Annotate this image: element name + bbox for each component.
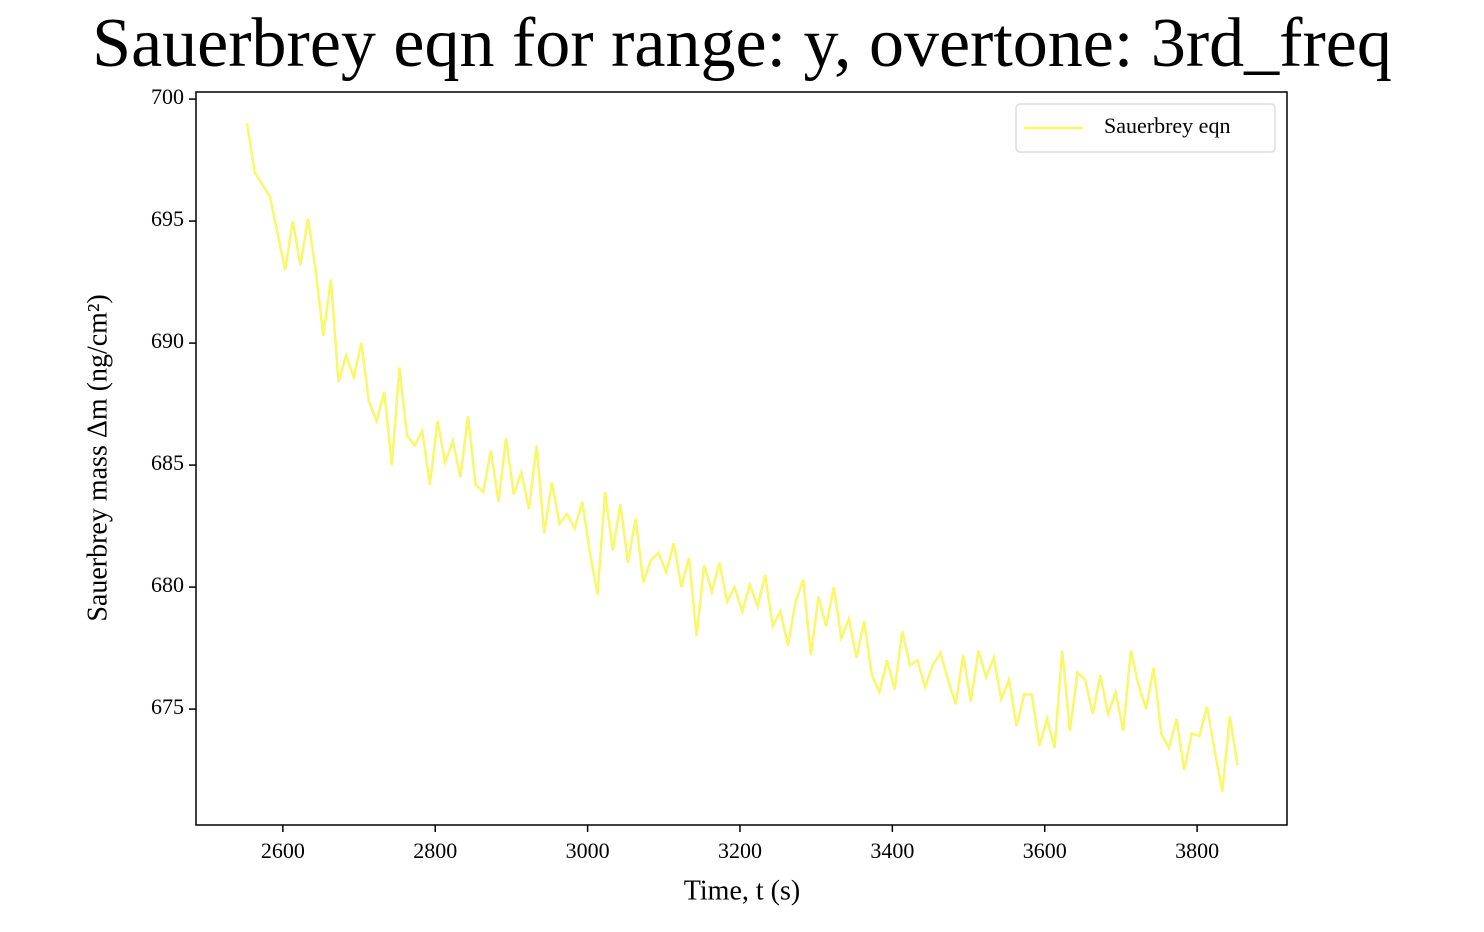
y-tick-label: 700 xyxy=(151,84,184,109)
x-tick-label: 3800 xyxy=(1175,838,1219,863)
x-tick-label: 2600 xyxy=(261,838,305,863)
y-tick-label: 685 xyxy=(151,450,184,475)
y-tick-label: 690 xyxy=(151,328,184,353)
chart-title: Sauerbrey eqn for range: y, overtone: 3r… xyxy=(92,5,1392,82)
y-tick-label: 675 xyxy=(151,694,184,719)
y-axis-label: Sauerbrey mass Δm (ng/cm²) xyxy=(82,294,113,621)
x-tick-label: 3200 xyxy=(718,838,762,863)
legend-label: Sauerbrey eqn xyxy=(1104,113,1230,138)
x-axis-label: Time, t (s) xyxy=(684,875,800,906)
plot-frame xyxy=(195,91,1288,826)
y-tick-label: 680 xyxy=(151,572,184,597)
x-tick-label: 2800 xyxy=(413,838,457,863)
data-line xyxy=(245,123,1239,793)
x-tick-label: 3000 xyxy=(566,838,610,863)
legend-box xyxy=(1015,103,1276,153)
y-tick-label: 695 xyxy=(151,206,184,231)
x-tick-label: 3600 xyxy=(1023,838,1067,863)
x-tick-label: 3400 xyxy=(870,838,914,863)
